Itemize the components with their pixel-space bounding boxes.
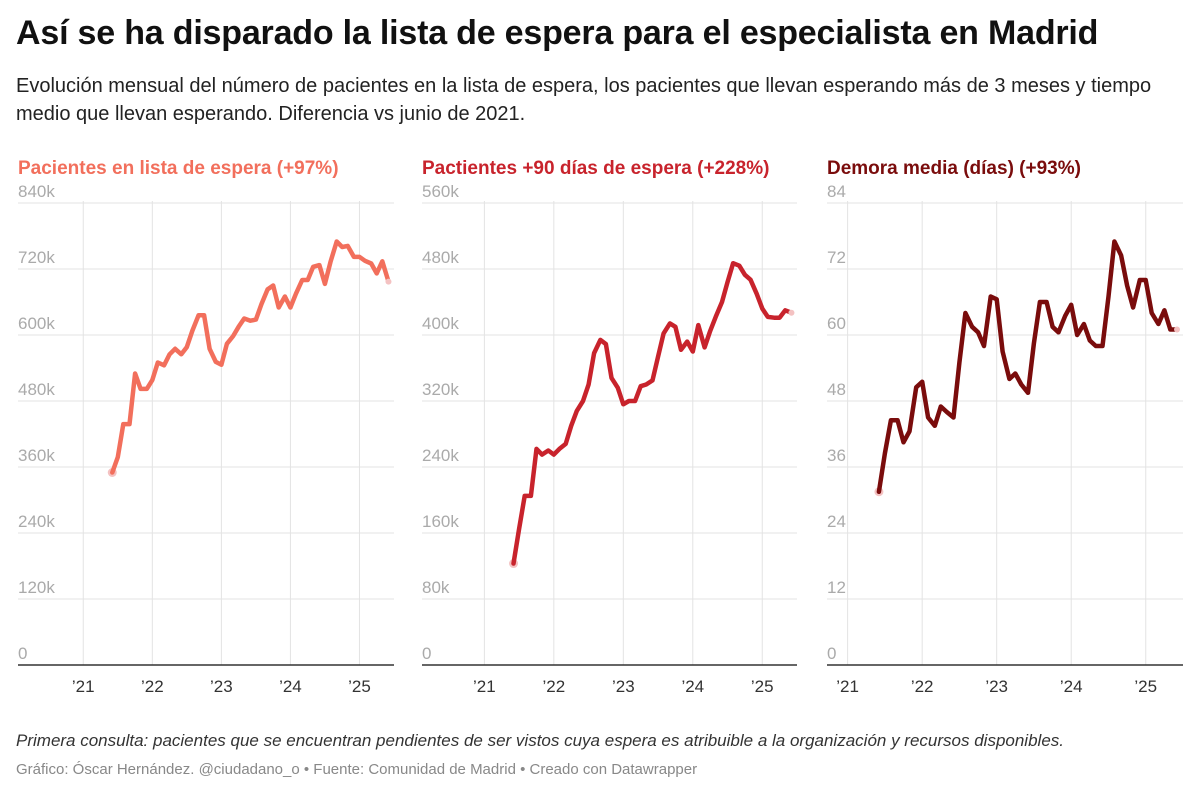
y-tick-label: 240k — [18, 512, 55, 531]
y-tick-label: 480k — [18, 380, 55, 399]
y-tick-label: 720k — [18, 248, 55, 267]
chart-pacientes-90-dias: 0 80k 160k 240k 320k 400k 480k 560k ’21 ’22 ’23 ’24… — [422, 182, 797, 696]
y-tick-label: 840k — [18, 182, 55, 201]
x-tick-label: ’24 — [681, 677, 704, 696]
y-tick-label: 120k — [18, 578, 55, 597]
credit-line: Gráfico: Óscar Hernández. @ciudadano_o •… — [16, 761, 698, 778]
end-marker — [1174, 326, 1181, 333]
panel-pacientes-90-dias: Pactientes +90 días de espera (+228%) 0 8… — [420, 150, 800, 696]
y-tick-label: 560k — [422, 182, 459, 201]
x-tick-label: ’24 — [1060, 677, 1083, 696]
end-marker — [788, 309, 795, 316]
x-tick-label: ’21 — [473, 677, 496, 696]
y-tick-label: 400k — [422, 314, 459, 333]
y-tick-label: 80k — [422, 578, 450, 597]
x-tick-label: ’25 — [751, 677, 774, 696]
end-marker — [385, 278, 392, 285]
y-tick-label: 600k — [18, 314, 55, 333]
chart-subtitle: Evolución mensual del número de paciente… — [16, 75, 1152, 125]
y-tick-label: 160k — [422, 512, 459, 531]
series-line — [876, 239, 1180, 495]
x-tick-label: ’21 — [72, 677, 95, 696]
chart-demora-media: 0 12 24 36 48 60 72 84 ’21 ’22 ’23 ’24 ’25 — [827, 182, 1183, 696]
y-tick-label: 60 — [827, 314, 846, 333]
y-tick-label: 12 — [827, 578, 846, 597]
x-tick-label: ’22 — [141, 677, 164, 696]
x-tick-label: ’24 — [279, 677, 302, 696]
y-tick-label: 48 — [827, 380, 846, 399]
panel-title: Demora media (días) (+93%) — [827, 158, 1081, 179]
x-tick-label: ’23 — [612, 677, 635, 696]
panel-title: Pacientes en lista de espera (+97%) — [18, 158, 339, 179]
x-tick-label: ’25 — [348, 677, 371, 696]
chart-title: Así se ha disparado la lista de espera p… — [16, 14, 1099, 52]
x-tick-label: ’22 — [542, 677, 565, 696]
y-tick-label: 480k — [422, 248, 459, 267]
series-line — [511, 260, 794, 566]
y-tick-label: 0 — [422, 644, 431, 663]
x-tick-label: ’21 — [836, 677, 859, 696]
y-tick-label: 320k — [422, 380, 459, 399]
x-tick-label: ’23 — [210, 677, 233, 696]
panel-pacientes-lista-espera: Pacientes en lista de espera (+97%) 0 120… — [16, 150, 396, 696]
y-tick-label: 84 — [827, 182, 846, 201]
y-tick-label: 0 — [827, 644, 836, 663]
y-tick-label: 0 — [18, 644, 27, 663]
footnote: Primera consulta: pacientes que se encue… — [16, 731, 1064, 750]
x-tick-label: ’25 — [1134, 677, 1157, 696]
panel-title: Pactientes +90 días de espera (+228%) — [422, 158, 770, 179]
panel-demora-media: Demora media (días) (+93%) 0 12 24 36 48 60 72… — [825, 150, 1200, 696]
y-tick-label: 36 — [827, 446, 846, 465]
series-line — [110, 239, 391, 475]
y-tick-label: 240k — [422, 446, 459, 465]
y-tick-label: 72 — [827, 248, 846, 267]
y-tick-label: 24 — [827, 512, 846, 531]
x-tick-label: ’22 — [911, 677, 934, 696]
chart-pacientes-lista-espera: 0 120k 240k 360k 480k 600k 720k 840k ’21 ’22 ’23 ’2… — [18, 182, 394, 696]
x-tick-label: ’23 — [985, 677, 1008, 696]
y-tick-label: 360k — [18, 446, 55, 465]
